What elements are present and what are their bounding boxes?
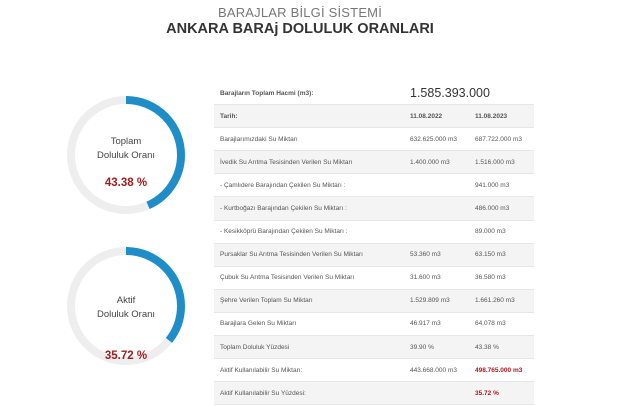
row-label: - Çamlıdere Barajından Çekilen Su Miktar… [214, 173, 404, 198]
table-row: Aktif Kullanılabilir Su Yüzdesi: 35.72 % [214, 381, 534, 406]
total-fill-gauge: Toplam Doluluk Oranı 43.38 % [66, 95, 186, 215]
table-row: Çubuk Su Arıtma Tesisinden Verilen Su Mi… [214, 266, 534, 290]
gauge-label-line2: Doluluk Oranı [96, 309, 156, 320]
row-label: Toplam Doluluk Yüzdesi [214, 335, 404, 360]
gauge-fill-arc [67, 247, 185, 365]
row-label: - Kesikköprü Barajından Çekilen Su Mikta… [214, 220, 404, 244]
table-row: İvedik Su Arıtma Tesisinden Verilen Su M… [214, 150, 534, 175]
row-value-2022 [404, 220, 469, 244]
total-fill-gauge-ring [67, 96, 185, 214]
total-volume-row: Barajların Toplam Hacmi (m3): 1.585.393.… [214, 82, 534, 106]
row-value-2023: 43.38 % [469, 335, 534, 360]
active-fill-gauge-ring [67, 247, 185, 365]
row-value-2023: 63.150 m3 [469, 243, 534, 267]
total-volume-value: 1.585.393.000 [404, 82, 534, 106]
gauge-label-line1: Aktif [116, 295, 136, 306]
row-value-2023: 486.000 m3 [469, 196, 534, 221]
row-value-2023: 36.580 m3 [469, 266, 534, 290]
row-value-2023: 498.765.000 m3 [469, 358, 534, 383]
table-row: - Kesikköprü Barajından Çekilen Su Mikta… [214, 220, 534, 244]
row-label: - Kurtboğazı Barajından Çekilen Su Mikta… [214, 196, 404, 221]
row-value-2022: 1.529.809 m3 [404, 289, 469, 313]
table-row: - Kurtboğazı Barajından Çekilen Su Mikta… [214, 196, 534, 221]
row-value-2022: 31.600 m3 [404, 266, 469, 290]
row-value-2022: 443.668.000 m3 [404, 358, 469, 383]
row-label: Barajlarımızdaki Su Miktarı [214, 127, 404, 152]
row-value-2023: 35.72 % [469, 381, 534, 406]
row-label: Barajlara Gelen Su Miktarı [214, 312, 404, 337]
date-column-2022: 11.08.2022 [404, 104, 469, 129]
table-row: Barajlara Gelen Su Miktarı 46.917 m3 64.07… [214, 312, 534, 337]
row-value-2023: 941.000 m3 [469, 173, 534, 198]
row-value-2023: 1.661.260 m3 [469, 289, 534, 313]
row-label: Aktif Kullanılabilir Su Yüzdesi: [214, 381, 404, 406]
gauge-label-line1: Toplam [110, 136, 142, 147]
row-value-2022: 53.360 m3 [404, 243, 469, 267]
row-value-2022: 1.400.000 m3 [404, 150, 469, 175]
table-row: Pursaklar Su Arıtma Tesisinden Verilen S… [214, 243, 534, 267]
row-value-2022: 46.917 m3 [404, 312, 469, 337]
row-label: Aktif Kullanılabilir Su Miktarı: [214, 358, 404, 383]
row-value-2023: 89.000 m3 [469, 220, 534, 244]
active-fill-gauge: Aktif Doluluk Oranı 35.72 % [66, 246, 186, 366]
date-column-2023: 11.08.2023 [469, 104, 534, 129]
table-row: Barajlarımızdaki Su Miktarı 632.625.000 m… [214, 127, 534, 152]
row-label: Pursaklar Su Arıtma Tesisinden Verilen S… [214, 243, 404, 267]
total-volume-label: Barajların Toplam Hacmi (m3): [214, 82, 404, 106]
gauge-fill-arc [67, 96, 185, 214]
date-header-row: Tarih: 11.08.2022 11.08.2023 [214, 104, 534, 129]
table-row: Aktif Kullanılabilir Su Miktarı: 443.668.… [214, 358, 534, 383]
reservoir-data-table: Barajların Toplam Hacmi (m3): 1.585.393.… [214, 82, 534, 406]
row-label: Çubuk Su Arıtma Tesisinden Verilen Su Mi… [214, 266, 404, 290]
gauge-value: 43.38 % [104, 177, 148, 189]
row-value-2022 [404, 173, 469, 198]
row-value-2023: 64.078 m3 [469, 312, 534, 337]
row-value-2022: 632.625.000 m3 [404, 127, 469, 152]
row-value-2022 [404, 381, 469, 406]
gauge-label-line2: Doluluk Oranı [96, 150, 156, 161]
row-label: İvedik Su Arıtma Tesisinden Verilen Su M… [214, 150, 404, 175]
row-value-2022 [404, 196, 469, 221]
row-label: Şehre Verilen Toplam Su Miktarı [214, 289, 404, 313]
table-row: Şehre Verilen Toplam Su Miktarı 1.529.809… [214, 289, 534, 313]
table-row: Toplam Doluluk Yüzdesi 39.90 % 43.38 % [214, 335, 534, 360]
row-value-2022: 39.90 % [404, 335, 469, 360]
table-row: - Çamlıdere Barajından Çekilen Su Miktar… [214, 173, 534, 198]
header-subtitle: BARAJLAR BİLGİ SİSTEMİ [217, 5, 383, 20]
row-value-2023: 687.722.000 m3 [469, 127, 534, 152]
row-value-2023: 1.516.000 m3 [469, 150, 534, 175]
page-title: ANKARA BARAj DOLULUK ORANLARI [166, 21, 434, 37]
gauge-value: 35.72 % [104, 350, 148, 362]
date-label: Tarih: [214, 104, 404, 129]
